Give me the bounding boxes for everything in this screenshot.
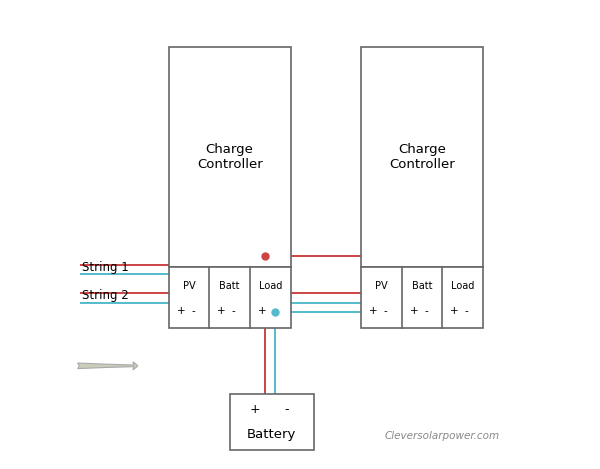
Text: String 2: String 2 bbox=[82, 289, 128, 302]
Text: +: + bbox=[217, 306, 226, 316]
Text: -: - bbox=[383, 306, 387, 316]
Text: -: - bbox=[272, 306, 276, 316]
Text: +: + bbox=[258, 306, 266, 316]
Text: Charge
Controller: Charge Controller bbox=[197, 143, 263, 171]
Text: Charge
Controller: Charge Controller bbox=[389, 143, 455, 171]
Text: Load: Load bbox=[451, 280, 474, 291]
Bar bbox=[169, 267, 290, 328]
Text: PV: PV bbox=[182, 280, 196, 291]
Bar bbox=[230, 394, 314, 450]
Text: Batt: Batt bbox=[220, 280, 240, 291]
Bar bbox=[361, 47, 483, 267]
Text: -: - bbox=[285, 403, 289, 416]
Bar bbox=[361, 267, 483, 328]
Text: String 1: String 1 bbox=[82, 261, 128, 274]
Text: -: - bbox=[191, 306, 195, 316]
Text: +: + bbox=[369, 306, 377, 316]
Text: -: - bbox=[465, 306, 469, 316]
Text: Battery: Battery bbox=[247, 428, 296, 441]
Bar bbox=[169, 47, 290, 267]
Text: Load: Load bbox=[259, 280, 282, 291]
Text: Cleversolarpower.com: Cleversolarpower.com bbox=[385, 431, 500, 441]
Text: +: + bbox=[409, 306, 418, 316]
Text: Batt: Batt bbox=[412, 280, 432, 291]
Text: +: + bbox=[250, 403, 260, 416]
Text: -: - bbox=[232, 306, 236, 316]
Text: +: + bbox=[450, 306, 459, 316]
Text: -: - bbox=[424, 306, 428, 316]
Text: PV: PV bbox=[375, 280, 388, 291]
Text: +: + bbox=[176, 306, 185, 316]
